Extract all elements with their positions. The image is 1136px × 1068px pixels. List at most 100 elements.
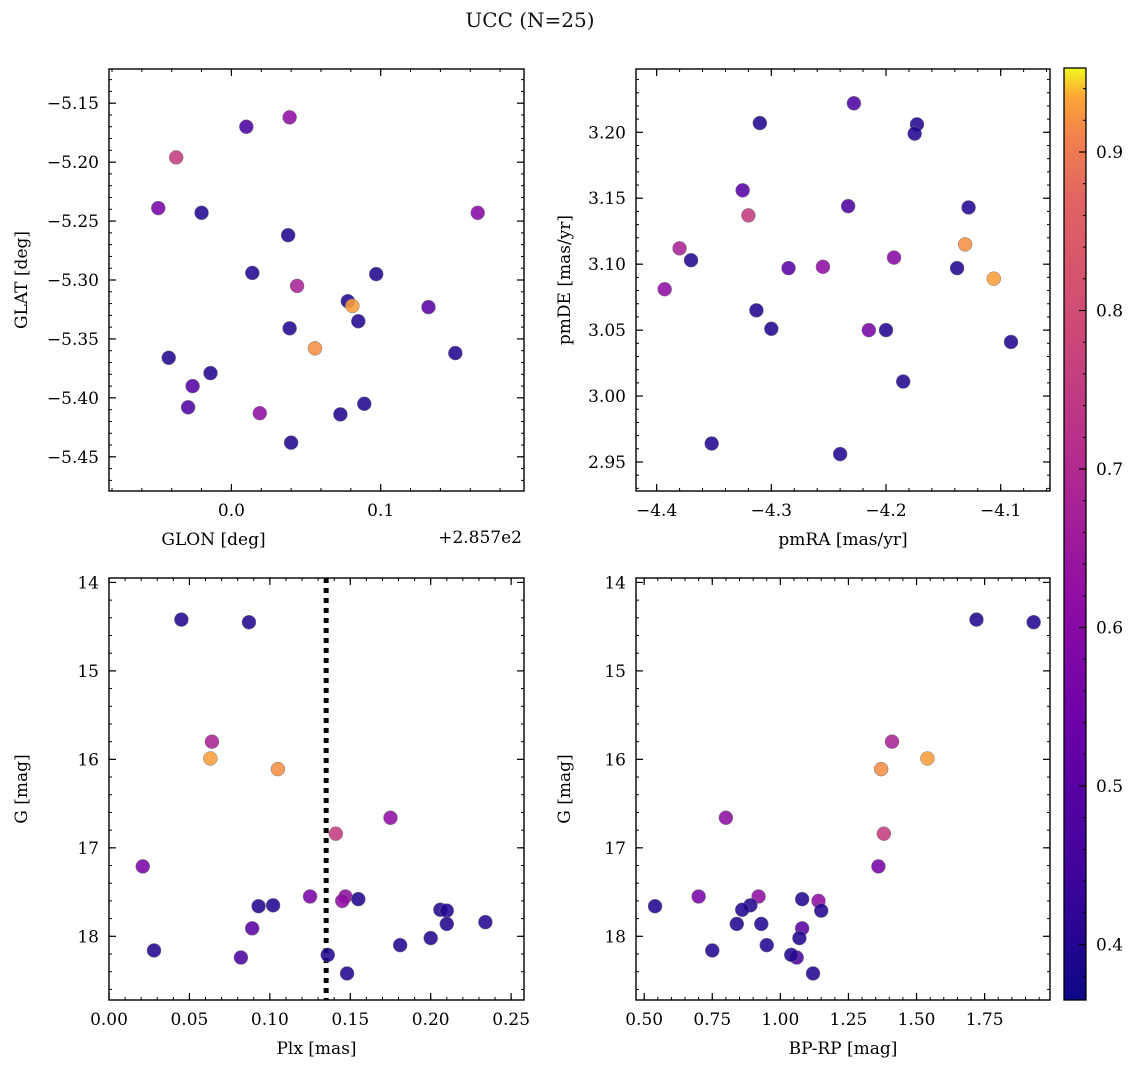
scatter-point (792, 930, 807, 946)
colorbar-tick-label: 0.6 (1096, 619, 1123, 639)
y-tick-label: 3.00 (588, 387, 626, 407)
scatter-point (986, 271, 1002, 286)
scatter-point (368, 266, 384, 282)
scatter-point (185, 378, 200, 394)
scatter-point (657, 281, 672, 297)
y-tick-label: −5.40 (47, 389, 99, 409)
x-tick-label: 0.05 (170, 1010, 208, 1030)
scatter-point (383, 810, 398, 826)
y-tick-label: −5.45 (47, 448, 99, 468)
x-tick-label: −4.1 (980, 501, 1021, 521)
figure-title: UCC (N=25) (465, 8, 595, 32)
panel-bprp-g: 0.50 0.75 1.00 1.25 1.50 1.75 14 15 16 17 18 BP-RP … (555, 573, 1051, 1059)
scatter-points (647, 612, 1041, 981)
x-tick-label: 0.25 (492, 1010, 530, 1030)
scatter-point (957, 237, 973, 252)
y-tick-label: −5.30 (47, 271, 99, 291)
scatter-point (339, 966, 355, 981)
scatter-point (815, 259, 831, 275)
y-tick-label: −5.25 (47, 212, 99, 232)
axes-frame (635, 577, 1051, 1001)
y-tick-label: 15 (604, 662, 626, 682)
x-tick-label: 0.1 (367, 501, 394, 521)
scatter-point (1026, 614, 1041, 630)
scatter-point (873, 761, 889, 777)
scatter-point (151, 200, 166, 216)
x-tick-label: 0.00 (90, 1010, 128, 1030)
colorbar-tick-label: 0.5 (1096, 777, 1123, 797)
y-tick-label: −5.15 (47, 94, 99, 114)
y-axis-label: G [mag] (555, 754, 575, 823)
y-tick-label: 3.10 (588, 255, 626, 275)
scatter-point (749, 303, 764, 318)
scatter-point (832, 446, 848, 462)
y-tick-label: 3.15 (588, 189, 626, 209)
scatter-point (239, 119, 254, 135)
scatter-point (949, 260, 965, 276)
x-tick-label: 0.20 (412, 1010, 450, 1030)
panel-glon-glat: 0.0 0.1 −5.15 −5.20 −5.25 −5.30 −5.35 −5.40 −5.4… (12, 68, 525, 550)
scatter-point (204, 734, 220, 749)
colorbar-tick-label: 0.9 (1096, 143, 1123, 163)
scatter-point (647, 898, 663, 914)
scatter-point (161, 350, 176, 366)
scatter-point (861, 322, 877, 338)
scatter-point (878, 322, 894, 338)
panel-pmra-pmde: −4.4 −4.3 −4.2 −4.1 2.95 3.00 3.05 3.10 3.15 3.20… (555, 68, 1051, 550)
axes-frame (635, 68, 1051, 492)
scatter-point (357, 396, 372, 412)
scatter-point (203, 751, 218, 766)
scatter-point (270, 761, 286, 777)
scatter-point (781, 260, 796, 276)
scatter-point (470, 205, 485, 221)
scatter-point (320, 947, 336, 963)
scatter-point (194, 205, 209, 221)
x-tick-label: 1.50 (898, 1010, 936, 1030)
x-tick-label: 0.15 (331, 1010, 369, 1030)
scatter-point (871, 859, 886, 874)
scatter-point (351, 891, 366, 907)
scatter-point (302, 889, 318, 904)
scatter-points (135, 612, 493, 981)
scatter-point (283, 435, 299, 450)
scatter-point (168, 150, 184, 165)
scatter-point (1003, 334, 1019, 350)
y-tick-label: 17 (604, 839, 626, 859)
scatter-point (307, 341, 323, 356)
scatter-point (392, 937, 408, 953)
y-axis-label: GLAT [deg] (12, 231, 32, 329)
scatter-point (439, 916, 455, 932)
scatter-point (754, 916, 769, 932)
y-tick-label: −5.35 (47, 330, 99, 350)
scatter-point (333, 407, 348, 422)
x-tick-label: 0.0 (218, 501, 245, 521)
axes-frame (108, 577, 525, 1001)
scatter-point (478, 914, 493, 930)
y-tick-label: 18 (77, 927, 99, 947)
x-tick-label: 0.75 (693, 1010, 731, 1030)
y-tick-label: 16 (77, 750, 99, 770)
scatter-point (884, 734, 900, 749)
x-tick-label: 1.25 (830, 1010, 868, 1030)
y-tick-label: 14 (604, 573, 626, 593)
scatter-point (180, 400, 196, 415)
scatter-point (345, 298, 360, 314)
x-axis-label: BP-RP [mag] (789, 1039, 898, 1059)
x-tick-label: 0.10 (251, 1010, 289, 1030)
scatter-point (705, 943, 720, 958)
scatter-point (351, 314, 366, 329)
colorbar: 0.4 0.5 0.6 0.7 0.8 0.9 (1063, 67, 1123, 1001)
colorbar-tick-label: 0.7 (1096, 460, 1123, 480)
scatter-point (448, 345, 463, 361)
scatter-point (241, 614, 257, 630)
colorbar-gradient (1064, 68, 1086, 1000)
scatter-point (752, 115, 768, 131)
x-tick-label: −4.2 (865, 501, 906, 521)
scatter-point (734, 902, 750, 918)
scatter-point (886, 250, 902, 265)
x-axis-label: pmRA [mas/yr] (778, 530, 907, 550)
y-axis-label: pmDE [mas/yr] (555, 215, 575, 345)
y-tick-label: 16 (604, 750, 626, 770)
x-tick-label: −4.3 (751, 501, 792, 521)
